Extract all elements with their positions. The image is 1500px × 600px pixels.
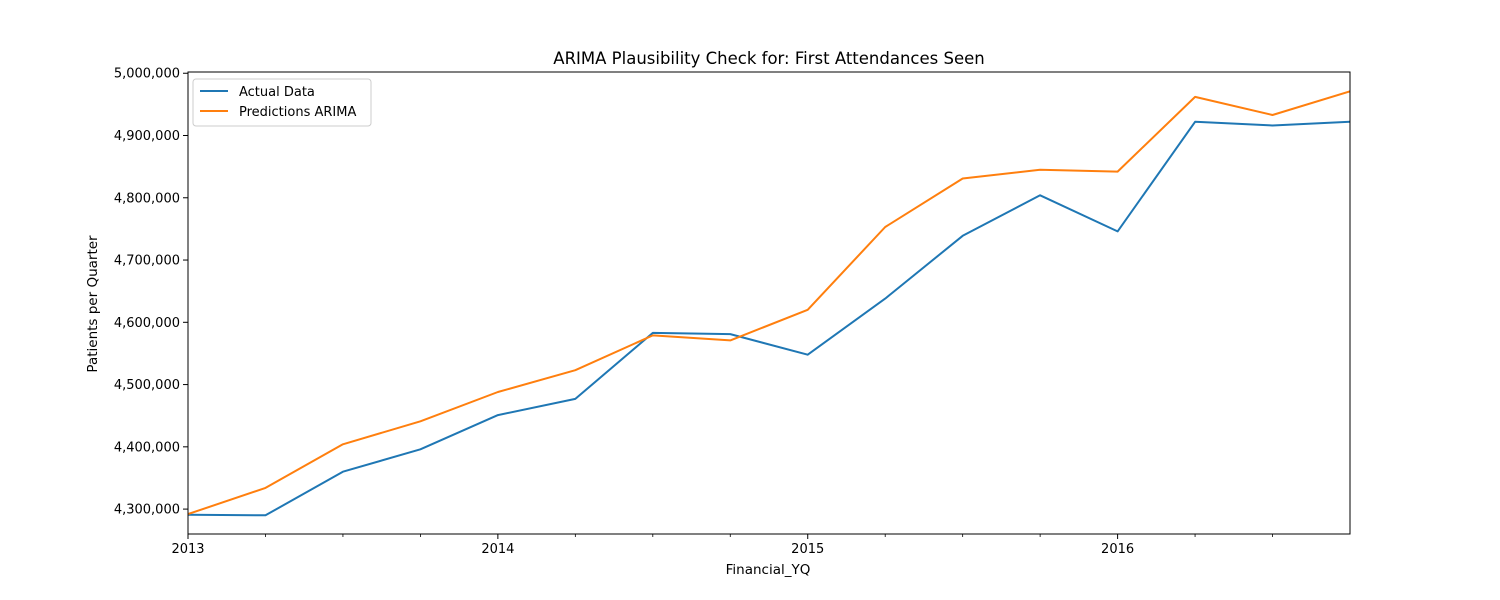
y-axis-label: Patients per Quarter <box>85 235 101 373</box>
y-tick-label: 4,900,000 <box>114 129 180 144</box>
series-line-actual <box>188 120 1350 517</box>
legend-box <box>192 78 372 127</box>
y-tick-label: 4,500,000 <box>114 378 180 393</box>
series-line-predictions <box>188 90 1350 516</box>
legend: Actual Data Predictions ARIMA <box>192 78 372 127</box>
chart-title: ARIMA Plausibility Check for: First Atte… <box>553 49 984 68</box>
plot-area: 4,300,000 4,400,000 4,500,000 4,600,000 4,70… <box>114 67 1351 557</box>
y-tick-label: 4,600,000 <box>114 316 180 331</box>
y-tick-label: 5,000,000 <box>114 67 180 82</box>
y-tick-label: 4,400,000 <box>114 440 180 455</box>
x-tick-label: 2016 <box>1101 542 1134 557</box>
legend-label-predictions: Predictions ARIMA <box>239 105 356 120</box>
x-tick-label: 2015 <box>791 542 824 557</box>
x-tick-label: 2013 <box>171 542 204 557</box>
y-tick-label: 4,700,000 <box>114 254 180 269</box>
y-tick-label: 4,300,000 <box>114 503 180 518</box>
x-tick-label: 2014 <box>481 542 514 557</box>
y-tick-label: 4,800,000 <box>114 191 180 206</box>
x-axis-label: Financial_YQ <box>726 562 811 578</box>
legend-label-actual: Actual Data <box>239 85 315 100</box>
plot-frame <box>187 71 1351 535</box>
